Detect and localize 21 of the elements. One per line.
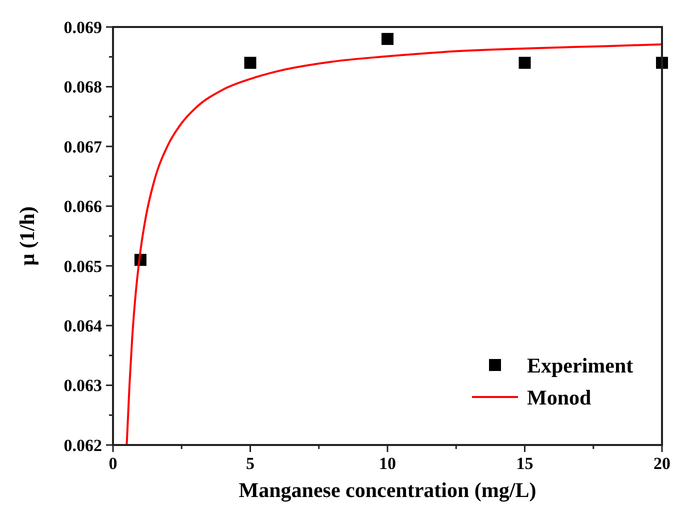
y-tick-label: 0.064 [64,316,102,336]
x-tick-label: 0 [108,454,118,473]
line-series [126,43,663,446]
x-tick-label: 15 [516,454,534,473]
point [382,32,394,45]
y-tick-label: 0.063 [64,376,102,396]
y-tick-label: 0.066 [64,197,102,216]
legend-label: Monod [527,385,592,410]
y-tick-label: 0.062 [64,436,102,455]
x-axis-title: Manganese concentration (mg/L) [238,478,536,502]
legend-label: Experiment [527,353,634,378]
y-tick-label: 0.068 [64,78,102,97]
y-axis-title: μ (1/h) [15,206,39,266]
x-tick-label: 10 [379,454,396,473]
x-tick-label: 5 [246,454,254,473]
y-tick-label: 0.067 [64,137,102,156]
point [244,56,256,69]
y-tick-label: 0.069 [64,18,102,37]
y-tick-label: 0.065 [64,256,102,276]
x-tick-label: 20 [654,454,670,473]
point [518,56,531,69]
